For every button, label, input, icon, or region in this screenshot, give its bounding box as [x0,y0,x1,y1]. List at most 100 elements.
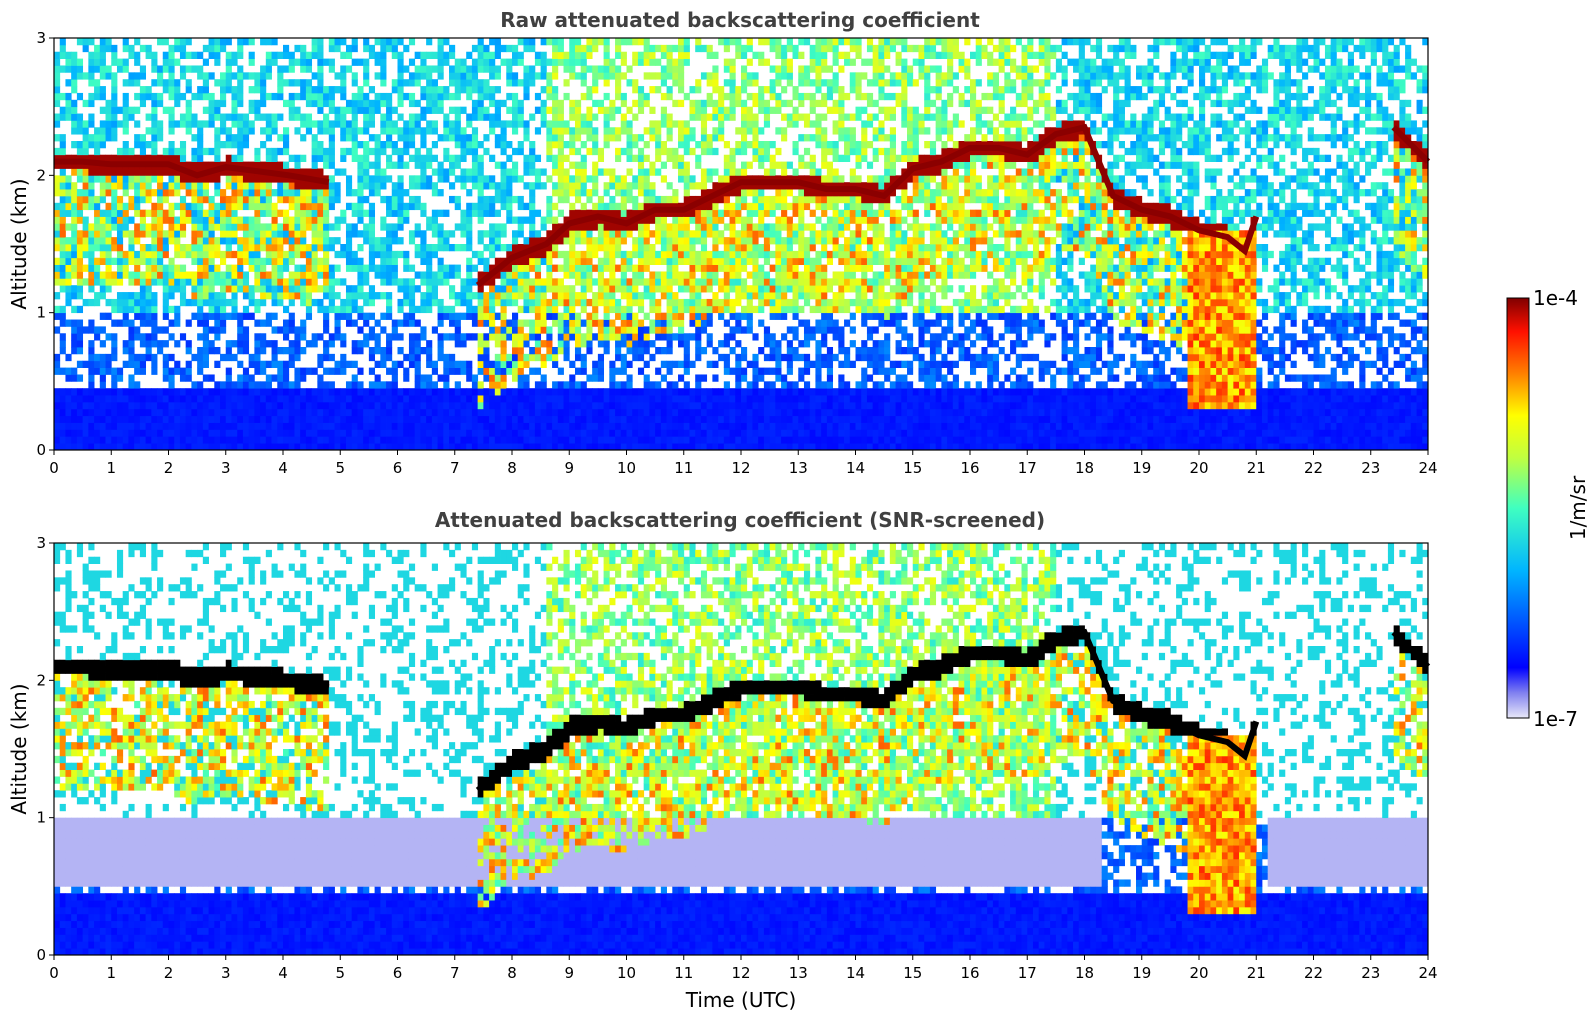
heatmap-cell [197,278,203,285]
heatmap-cell [329,299,335,306]
heatmap-cell [552,134,558,141]
heatmap-cell [214,148,220,155]
heatmap-cell [209,45,215,52]
heatmap-cell [466,299,472,306]
heatmap-cell [123,429,129,436]
heatmap-cell [478,436,484,443]
heatmap-cell [546,175,552,182]
heatmap-cell [575,354,581,361]
heatmap-cell [529,354,535,361]
heatmap-cell [180,292,186,299]
heatmap-cell [569,416,575,423]
heatmap-cell [552,162,558,169]
heatmap-cell [644,52,650,59]
heatmap-cell [214,175,220,182]
heatmap-cell [88,196,94,203]
heatmap-cell [88,374,94,381]
heatmap-cell [649,326,655,333]
heatmap-cell [346,416,352,423]
heatmap-cell [707,175,713,182]
heatmap-cell [197,313,203,320]
heatmap-cell [409,292,415,299]
heatmap-cell [386,141,392,148]
heatmap-cell [501,402,507,409]
heatmap-cell [672,313,678,320]
heatmap-cell [501,127,507,134]
heatmap-cell [546,134,552,141]
heatmap-cell [117,230,123,237]
heatmap-cell [558,189,564,196]
heatmap-cell [83,395,89,402]
heatmap-cell [214,100,220,107]
heatmap-cell [140,230,146,237]
heatmap-cell [277,182,283,189]
heatmap-cell [598,100,604,107]
heatmap-cell [283,285,289,292]
heatmap-cell [157,203,163,210]
heatmap-cell [163,155,169,162]
heatmap-cell [123,93,129,100]
heatmap-cell [707,93,713,100]
heatmap-cell [123,210,129,217]
heatmap-cell [403,93,409,100]
heatmap-cell [163,409,169,416]
heatmap-cell [443,333,449,340]
heatmap-cell [501,196,507,203]
heatmap-cell [558,251,564,258]
heatmap-cell [386,313,392,320]
heatmap-cell [375,59,381,66]
heatmap-cell [581,251,587,258]
heatmap-cell [604,402,610,409]
heatmap-cell [581,320,587,327]
heatmap-cell [306,52,312,59]
heatmap-cell [317,65,323,72]
heatmap-cell [460,148,466,155]
heatmap-cell [231,182,237,189]
heatmap-cell [604,134,610,141]
heatmap-cell [220,320,226,327]
heatmap-cell [512,100,518,107]
heatmap-cell [627,374,633,381]
heatmap-cell [604,52,610,59]
heatmap-cell [197,409,203,416]
heatmap-cell [209,258,215,265]
heatmap-cell [529,162,535,169]
heatmap-cell [277,210,283,217]
heatmap-cell [707,340,713,347]
heatmap-cell [88,354,94,361]
heatmap-cell [106,395,112,402]
heatmap-cell [449,134,455,141]
heatmap-cell [94,93,100,100]
heatmap-cell [226,368,232,375]
heatmap-cell [621,285,627,292]
heatmap-cell [65,265,71,272]
heatmap-cell [586,148,592,155]
heatmap-cell [518,38,524,45]
heatmap-cell [317,333,323,340]
heatmap-cell [438,333,444,340]
heatmap-cell [695,265,701,272]
heatmap-cell [300,429,306,436]
heatmap-cell [575,59,581,66]
heatmap-cell [203,340,209,347]
heatmap-cell [186,388,192,395]
heatmap-cell [426,93,432,100]
heatmap-cell [609,326,615,333]
heatmap-cell [226,436,232,443]
heatmap-cell [535,313,541,320]
heatmap-cell [312,416,318,423]
heatmap-cell [254,100,260,107]
heatmap-cell [403,203,409,210]
heatmap-cell [438,72,444,79]
heatmap-cell [272,217,278,224]
heatmap-cell [678,285,684,292]
heatmap-cell [260,333,266,340]
heatmap-cell [380,120,386,127]
heatmap-cell [335,423,341,430]
heatmap-cell [277,148,283,155]
heatmap-cell [707,203,713,210]
heatmap-cell [535,210,541,217]
heatmap-cell [667,333,673,340]
heatmap-cell [403,127,409,134]
heatmap-cell [449,155,455,162]
